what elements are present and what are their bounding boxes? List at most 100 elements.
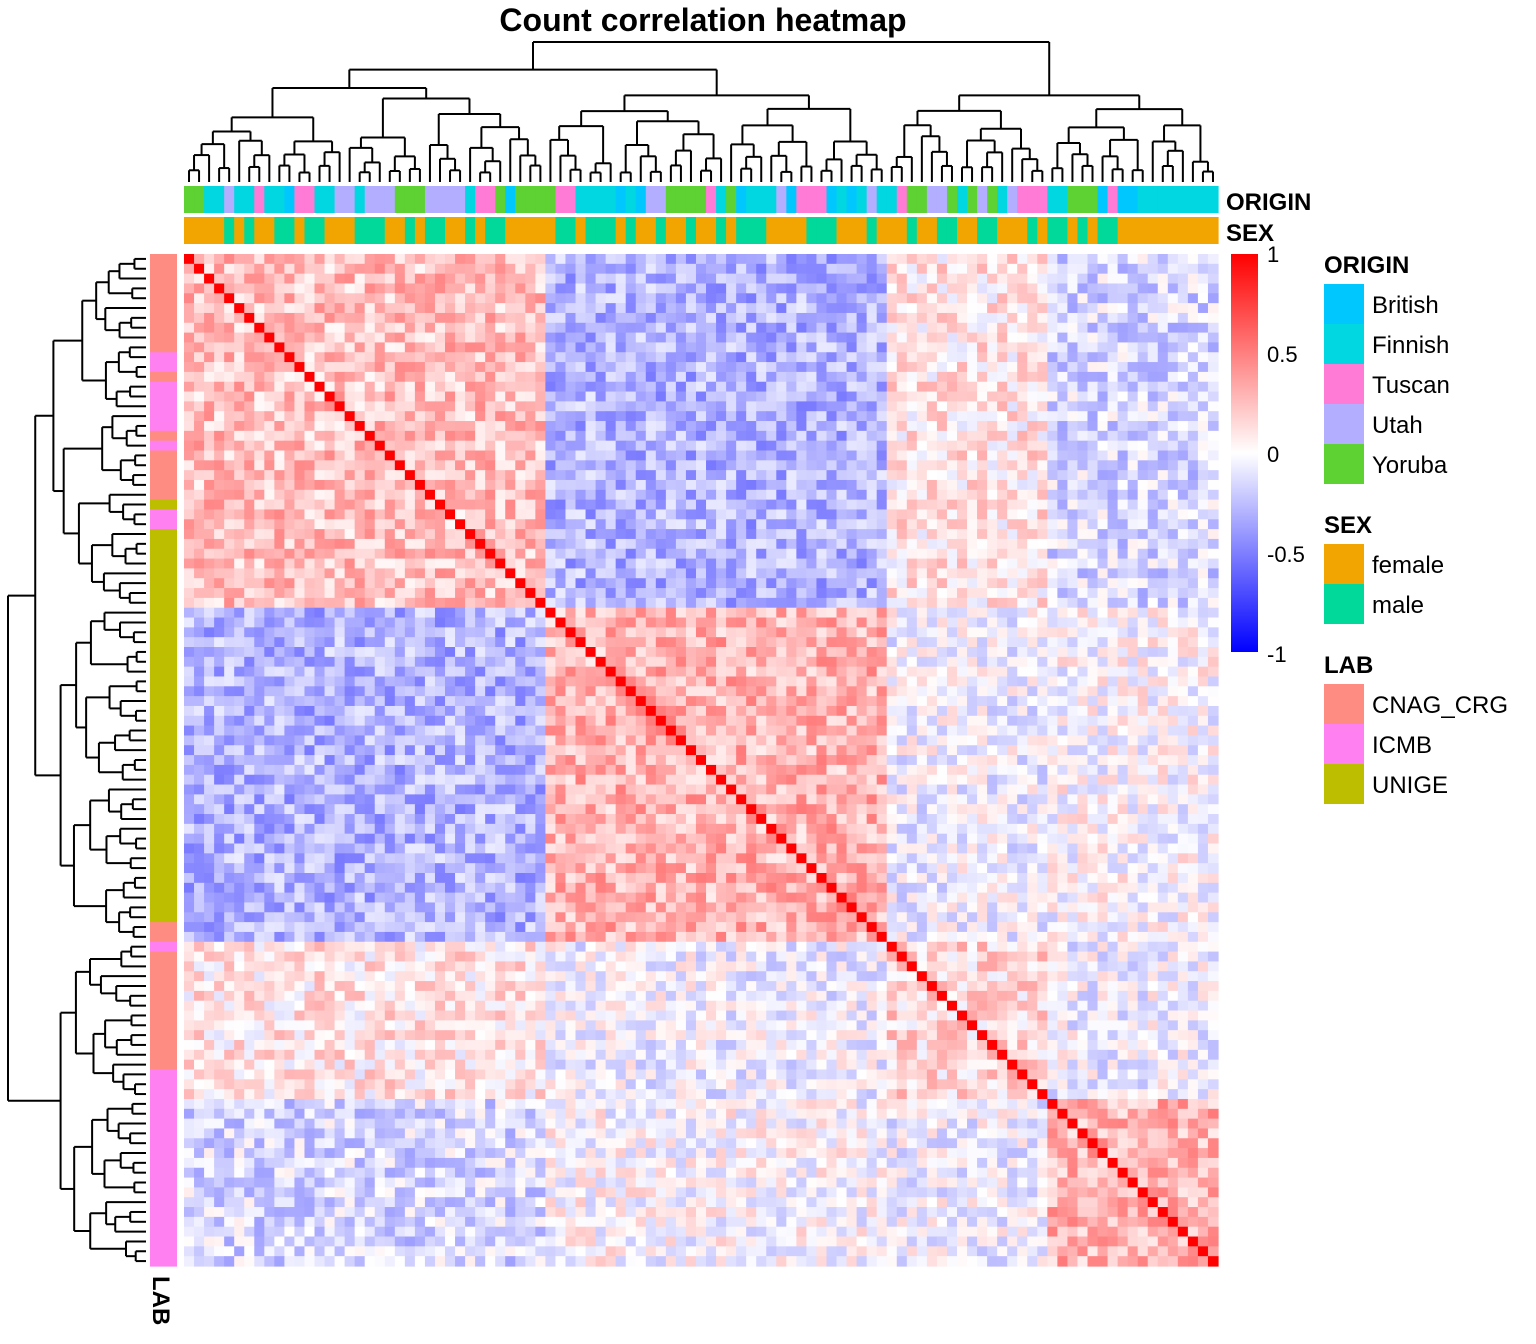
heatmap-diagonal-cell [314,381,326,393]
heatmap-cell [786,489,797,501]
heatmap-cell [445,637,456,648]
heatmap-cell [354,558,366,570]
heatmap-cell [836,332,848,344]
sex-annotation-cell [685,217,697,244]
heatmap-cell [1147,538,1159,550]
heatmap-cell [1127,332,1139,344]
heatmap-cell [314,578,326,589]
heatmap-cell [886,303,898,314]
heatmap-cell [575,411,587,422]
heatmap-cell [224,342,235,353]
heatmap-cell [706,303,717,314]
heatmap-cell [987,391,998,402]
heatmap-cell [866,597,878,609]
heatmap-cell [284,332,296,344]
heatmap-cell [997,597,1008,609]
heatmap-cell [214,254,225,265]
heatmap-cell [796,627,808,638]
heatmap-cell [896,627,908,638]
heatmap-cell [1077,391,1089,402]
sex-annotation-cell [675,217,687,244]
heatmap-cell [465,421,476,432]
heatmap-cell [886,519,898,530]
heatmap-cell [535,401,546,412]
heatmap-cell [184,538,195,550]
heatmap-cell [726,450,737,461]
heatmap-cell [1127,322,1139,334]
lab-annotation-cell [150,951,177,963]
heatmap-cell [394,312,406,324]
heatmap-cell [585,391,597,402]
sex-annotation-cell [816,217,828,244]
heatmap-cell [414,558,426,570]
heatmap-cell [806,460,818,471]
heatmap-cell [766,509,777,520]
heatmap-cell [204,588,215,599]
heatmap-cell [926,293,938,304]
heatmap-cell [244,273,255,285]
heatmap-cell [434,381,446,393]
heatmap-cell [1047,617,1058,628]
heatmap-cell [344,273,356,285]
heatmap-cell [1147,263,1159,275]
heatmap-cell [816,450,828,461]
heatmap-cell [575,568,587,579]
heatmap-cell [886,401,898,412]
heatmap-cell [465,607,476,619]
heatmap-cell [1167,538,1179,550]
heatmap-cell [977,254,988,265]
heatmap-cell [977,362,988,373]
heatmap-cell [595,617,607,628]
heatmap-cell [1157,421,1169,432]
heatmap-cell [936,362,948,373]
heatmap-cell [1007,617,1018,628]
heatmap-cell [1117,529,1129,540]
heatmap-cell [826,430,838,442]
heatmap-cell [645,312,657,324]
lab-annotation-cell [150,430,177,442]
heatmap-cell [545,342,557,353]
heatmap-cell [896,283,908,294]
heatmap-cell [254,401,265,412]
heatmap-cell [876,450,888,461]
heatmap-cell [1207,529,1219,540]
heatmap-cell [525,470,536,481]
heatmap-cell [936,430,948,442]
heatmap-cell [756,568,767,579]
heatmap-cell [1147,588,1159,599]
heatmap-cell [605,607,617,619]
heatmap-cell [826,371,838,383]
heatmap-cell [866,312,878,324]
heatmap-cell [665,391,677,402]
heatmap-cell [475,440,486,452]
heatmap-cell [866,273,878,285]
heatmap-cell [455,401,466,412]
heatmap-cell [565,421,577,432]
heatmap-cell [675,312,687,324]
heatmap-cell [445,293,456,304]
heatmap-cell [665,440,677,452]
heatmap-cell [1207,538,1219,550]
heatmap-cell [866,342,878,353]
heatmap-cell [1207,519,1219,530]
heatmap-cell [595,293,607,304]
heatmap-cell [475,617,486,628]
heatmap-cell [274,450,285,461]
heatmap-cell [826,568,838,579]
heatmap-cell [896,568,908,579]
heatmap-cell [264,538,275,550]
heatmap-cell [675,332,687,344]
heatmap-cell [465,627,476,638]
heatmap-cell [977,283,988,294]
heatmap-cell [776,509,787,520]
sex-annotation-cell [766,217,777,244]
heatmap-cell [334,460,346,471]
heatmap-cell [655,509,667,520]
heatmap-cell [816,273,828,285]
heatmap-cell [445,479,456,491]
heatmap-cell [1057,401,1069,412]
lab-annotation-cell [150,303,177,314]
heatmap-cell [1177,362,1189,373]
heatmap-cell [294,578,306,589]
heatmap-cell [354,332,366,344]
